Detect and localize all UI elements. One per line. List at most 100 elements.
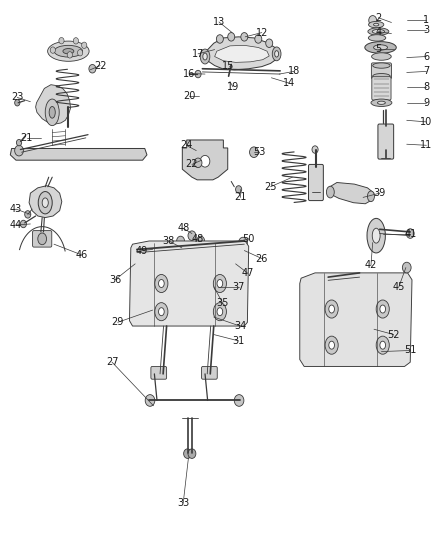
- Circle shape: [81, 42, 87, 49]
- Ellipse shape: [325, 300, 338, 318]
- Text: 51: 51: [404, 345, 417, 356]
- Text: 35: 35: [216, 297, 229, 308]
- Text: 52: 52: [387, 329, 400, 340]
- Ellipse shape: [368, 35, 386, 41]
- Text: 20: 20: [183, 91, 195, 101]
- FancyBboxPatch shape: [32, 231, 52, 247]
- Ellipse shape: [49, 107, 55, 118]
- Text: 44: 44: [10, 220, 22, 230]
- Text: 34: 34: [234, 321, 246, 331]
- Circle shape: [59, 37, 64, 44]
- Circle shape: [14, 100, 20, 106]
- Text: 49: 49: [135, 246, 148, 255]
- Text: 33: 33: [177, 498, 189, 508]
- FancyBboxPatch shape: [201, 367, 217, 379]
- Circle shape: [197, 236, 205, 246]
- Text: 13: 13: [213, 17, 225, 27]
- Text: 47: 47: [241, 268, 254, 278]
- Text: 4: 4: [375, 27, 381, 37]
- FancyBboxPatch shape: [151, 367, 166, 379]
- Circle shape: [184, 449, 191, 458]
- Text: 15: 15: [223, 61, 235, 70]
- Ellipse shape: [368, 28, 389, 35]
- Ellipse shape: [329, 305, 335, 313]
- Ellipse shape: [42, 198, 48, 207]
- FancyBboxPatch shape: [372, 77, 391, 100]
- Text: 43: 43: [10, 204, 22, 214]
- Text: 39: 39: [374, 188, 386, 198]
- Text: 24: 24: [180, 140, 192, 150]
- Ellipse shape: [372, 29, 385, 34]
- Ellipse shape: [367, 191, 374, 201]
- Ellipse shape: [371, 99, 392, 107]
- Circle shape: [25, 211, 31, 218]
- Text: 9: 9: [424, 98, 429, 108]
- Text: 38: 38: [162, 236, 175, 246]
- Circle shape: [403, 262, 411, 273]
- Ellipse shape: [63, 49, 74, 54]
- Ellipse shape: [329, 341, 335, 349]
- Text: 26: 26: [256, 254, 268, 263]
- Circle shape: [20, 220, 26, 228]
- Circle shape: [241, 33, 248, 41]
- Ellipse shape: [45, 99, 59, 126]
- Polygon shape: [215, 45, 269, 62]
- Text: 25: 25: [264, 182, 277, 192]
- Ellipse shape: [380, 305, 385, 313]
- Text: 10: 10: [420, 117, 432, 127]
- Ellipse shape: [203, 53, 207, 60]
- Text: 8: 8: [424, 82, 429, 92]
- Polygon shape: [328, 182, 374, 204]
- Text: 23: 23: [11, 92, 24, 102]
- Circle shape: [78, 50, 83, 56]
- Text: 37: 37: [233, 282, 245, 292]
- Ellipse shape: [217, 279, 223, 287]
- Ellipse shape: [155, 303, 168, 321]
- Text: 16: 16: [183, 69, 195, 78]
- Text: 3: 3: [424, 25, 429, 35]
- Text: 18: 18: [288, 67, 300, 76]
- Text: 21: 21: [234, 192, 246, 203]
- Ellipse shape: [54, 45, 82, 57]
- Text: 46: 46: [75, 250, 88, 260]
- Circle shape: [16, 140, 21, 146]
- Ellipse shape: [374, 45, 388, 50]
- Text: 45: 45: [393, 282, 405, 292]
- Ellipse shape: [200, 49, 210, 64]
- Circle shape: [234, 394, 244, 406]
- Circle shape: [188, 231, 196, 240]
- Ellipse shape: [213, 274, 226, 293]
- Polygon shape: [300, 273, 412, 367]
- Circle shape: [250, 147, 258, 158]
- Polygon shape: [182, 140, 228, 180]
- Text: 50: 50: [243, 234, 255, 244]
- Circle shape: [236, 185, 242, 193]
- Text: 42: 42: [365, 261, 377, 270]
- Text: 48: 48: [192, 234, 204, 244]
- Text: 1: 1: [424, 15, 429, 26]
- Ellipse shape: [159, 279, 164, 287]
- FancyBboxPatch shape: [371, 63, 392, 79]
- Circle shape: [255, 35, 262, 43]
- Ellipse shape: [376, 336, 389, 354]
- Circle shape: [134, 246, 143, 256]
- FancyBboxPatch shape: [308, 165, 323, 200]
- Ellipse shape: [372, 228, 380, 243]
- Ellipse shape: [371, 53, 391, 60]
- Circle shape: [73, 38, 78, 44]
- Ellipse shape: [275, 51, 279, 57]
- Ellipse shape: [48, 41, 89, 61]
- Ellipse shape: [272, 47, 281, 61]
- Circle shape: [14, 146, 23, 156]
- Circle shape: [195, 70, 201, 78]
- Circle shape: [216, 35, 223, 43]
- Ellipse shape: [200, 156, 210, 167]
- Circle shape: [89, 64, 96, 73]
- Text: 14: 14: [283, 78, 295, 88]
- Polygon shape: [11, 149, 147, 160]
- Ellipse shape: [367, 219, 385, 253]
- Text: 2: 2: [375, 13, 381, 23]
- Ellipse shape: [217, 308, 223, 316]
- Ellipse shape: [38, 233, 46, 245]
- Ellipse shape: [380, 341, 385, 349]
